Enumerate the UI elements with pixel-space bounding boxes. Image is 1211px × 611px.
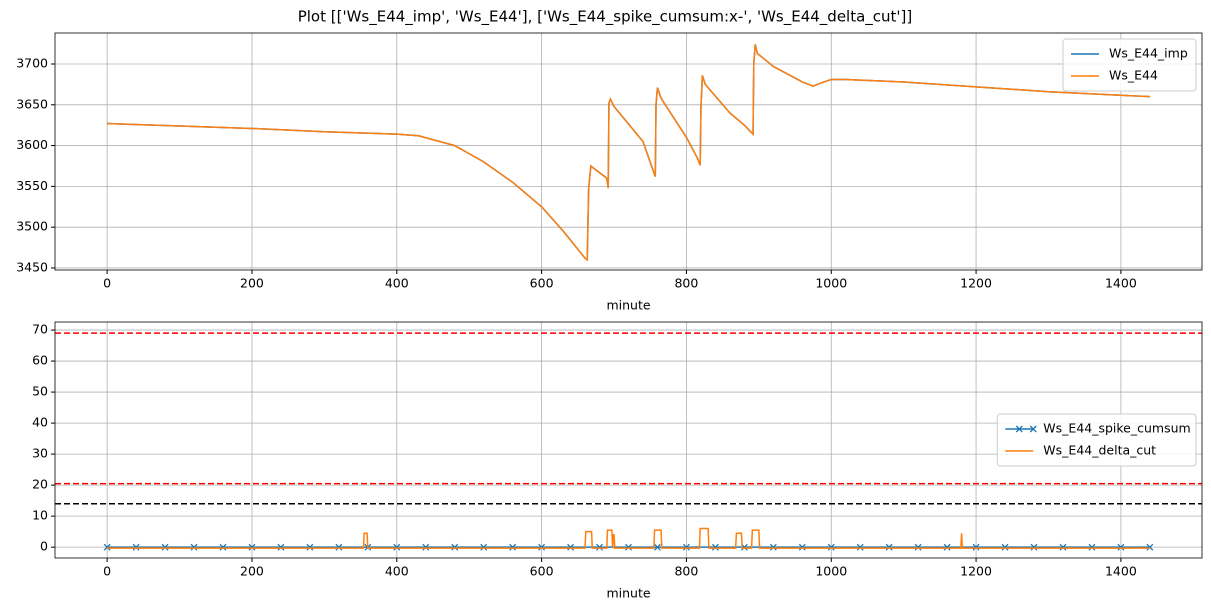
legend-label: Ws_E44_spike_cumsum [1043, 421, 1190, 436]
x-tick-label: 400 [385, 564, 409, 579]
y-tick-label: 3650 [16, 96, 48, 111]
legend-box [996, 413, 1197, 467]
axes-frame [54, 321, 1203, 559]
figure-title: Plot [['Ws_E44_imp', 'Ws_E44'], ['Ws_E44… [298, 8, 913, 27]
y-tick-label: 30 [32, 446, 48, 461]
x-tick-label: 400 [385, 276, 409, 291]
y-tick-label: 3450 [16, 259, 48, 274]
x-tick-label: 1400 [1105, 276, 1137, 291]
x-tick-label: 1200 [960, 564, 992, 579]
x-tick-label: 200 [240, 276, 264, 291]
y-tick-label: 3700 [16, 56, 48, 71]
y-tick-label: 40 [32, 415, 48, 430]
x-tick-label: 600 [530, 564, 554, 579]
x-tick-label: 800 [674, 564, 698, 579]
x-axis-label: minute [606, 586, 650, 601]
legend-marker [1015, 425, 1023, 433]
x-tick-label: 200 [240, 564, 264, 579]
x-tick-label: 1000 [815, 276, 847, 291]
x-axis-label: minute [606, 298, 650, 313]
x-tick-label: 1200 [960, 276, 992, 291]
legend-label: Ws_E44_imp [1109, 46, 1188, 61]
x-tick-label: 1000 [815, 564, 847, 579]
data-line [107, 44, 1150, 262]
data-line [107, 527, 1150, 549]
x-tick-label: 800 [674, 276, 698, 291]
x-tick-label: 600 [530, 276, 554, 291]
x-tick-label: 0 [103, 276, 111, 291]
legend-box [1062, 38, 1197, 92]
y-tick-label: 50 [32, 384, 48, 399]
y-tick-label: 3500 [16, 219, 48, 234]
axes-frame [54, 32, 1203, 271]
legend-label: Ws_E44_delta_cut [1043, 443, 1156, 458]
x-tick-label: 1400 [1105, 564, 1137, 579]
x-tick-label: 0 [103, 564, 111, 579]
legend-label: Ws_E44 [1109, 68, 1158, 83]
y-tick-label: 70 [32, 322, 48, 337]
y-tick-label: 0 [40, 539, 48, 554]
y-tick-label: 20 [32, 477, 48, 492]
y-tick-label: 60 [32, 353, 48, 368]
y-tick-label: 3600 [16, 137, 48, 152]
y-tick-label: 3550 [16, 178, 48, 193]
y-tick-label: 10 [32, 508, 48, 523]
